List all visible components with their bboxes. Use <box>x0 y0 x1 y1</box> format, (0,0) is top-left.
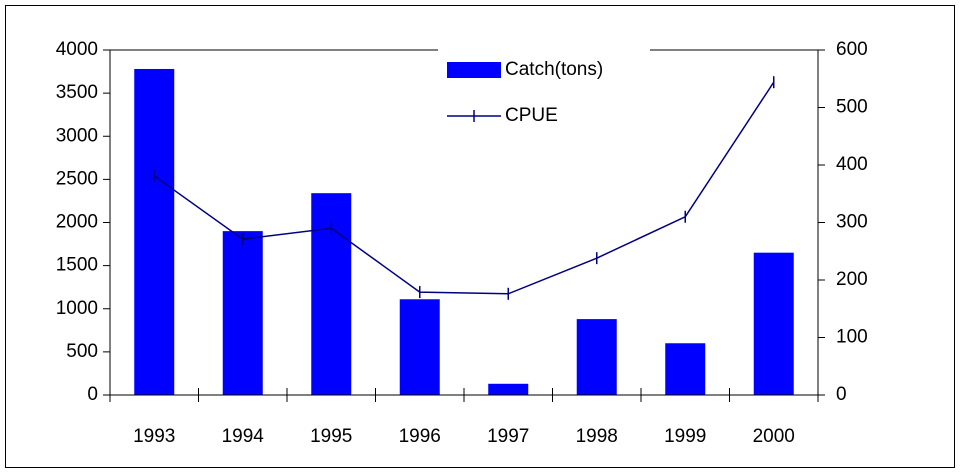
y-tick-label: 4000 <box>56 39 98 60</box>
y-tick-label: 2000 <box>56 212 98 233</box>
bar <box>399 299 440 395</box>
bar <box>222 231 263 395</box>
bar <box>753 252 794 395</box>
line <box>153 81 775 295</box>
y2-tick-label: 500 <box>836 97 868 118</box>
y-tick-label: 1000 <box>56 298 98 319</box>
legend-label: CPUE <box>505 105 558 126</box>
y-tick-label: 3000 <box>56 125 98 146</box>
y-tick-label: 2500 <box>56 168 98 189</box>
legend-label: Catch(tons) <box>505 59 603 80</box>
y-tick-label: 0 <box>87 384 98 405</box>
y-tick-label: 3500 <box>56 82 98 103</box>
y2-tick-label: 100 <box>836 327 868 348</box>
y2-tick-label: 0 <box>836 384 847 405</box>
bar <box>488 383 529 395</box>
y2-tick-label: 300 <box>836 212 868 233</box>
y-tick-label: 500 <box>66 341 98 362</box>
x-tick-label: 1996 <box>399 426 441 447</box>
y2-tick-label: 200 <box>836 269 868 290</box>
legend-swatch <box>447 62 501 78</box>
x-tick-label: 1994 <box>222 426 265 447</box>
x-tick-label: 1993 <box>133 426 175 447</box>
x-tick-label: 1999 <box>664 426 706 447</box>
bar <box>134 68 175 395</box>
y2-tick-label: 400 <box>836 154 868 175</box>
x-tick-label: 2000 <box>753 426 795 447</box>
bar <box>665 343 706 395</box>
y2-tick-label: 600 <box>836 39 868 60</box>
bar <box>576 319 617 395</box>
x-tick-label: 1997 <box>487 426 529 447</box>
y-tick-label: 1500 <box>56 255 98 276</box>
x-tick-label: 1998 <box>576 426 618 447</box>
x-tick-label: 1995 <box>310 426 352 447</box>
